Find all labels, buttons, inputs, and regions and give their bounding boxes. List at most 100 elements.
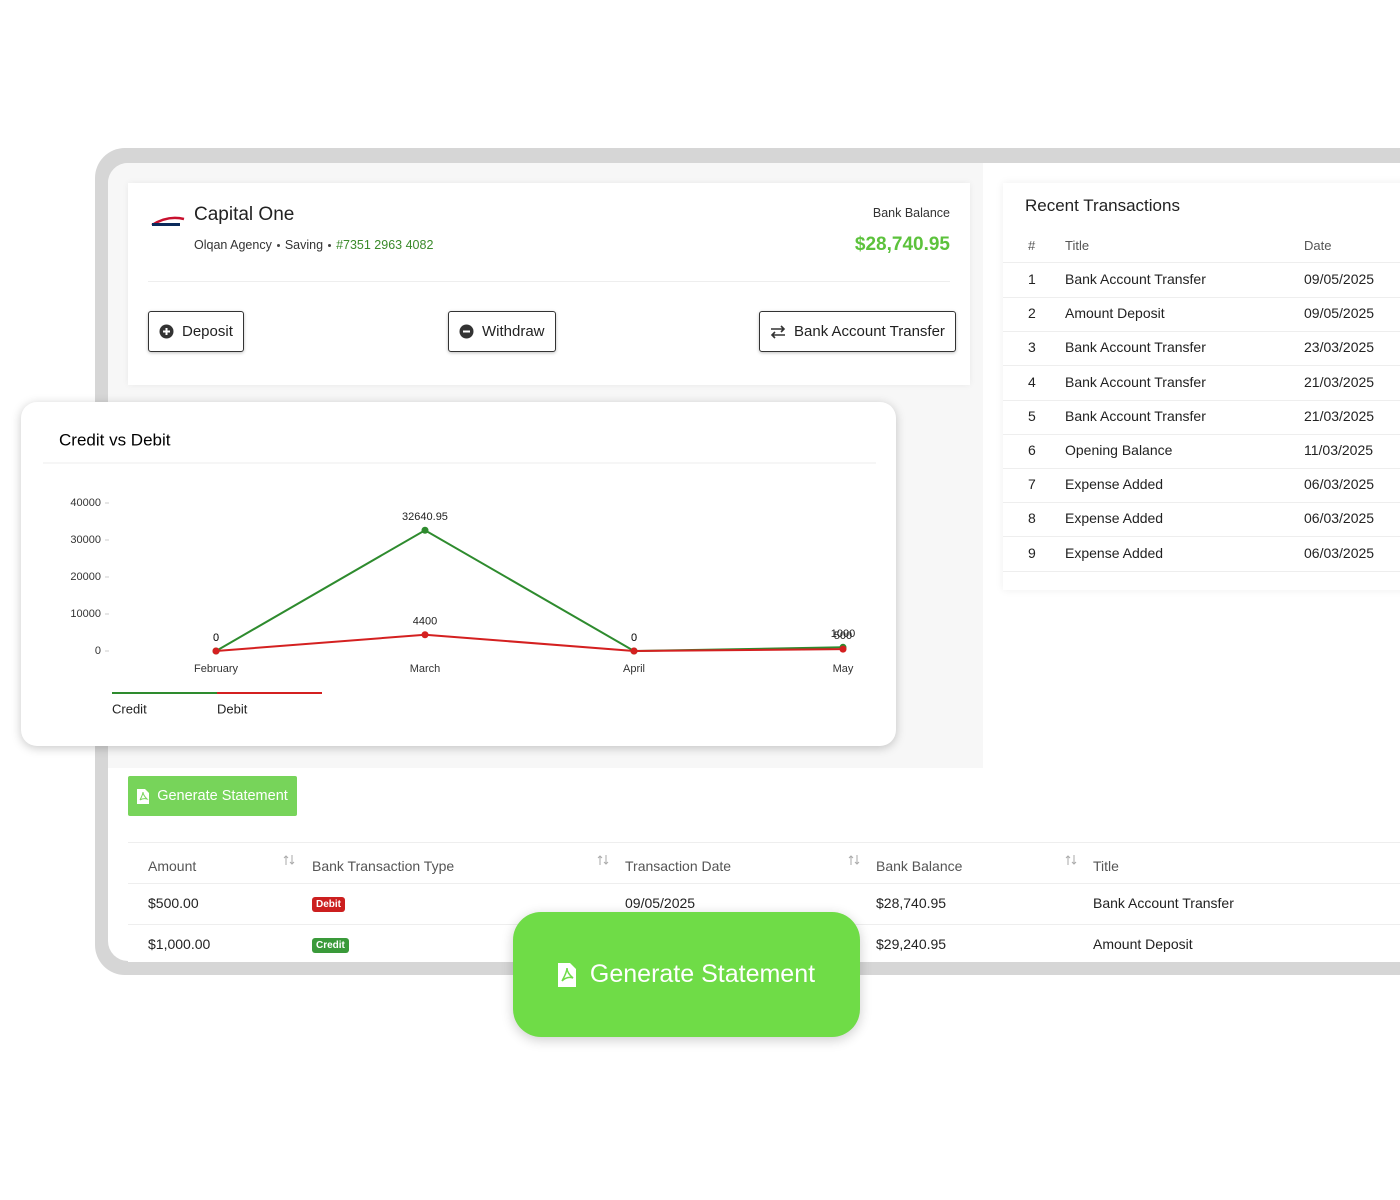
row-divider xyxy=(128,883,1400,884)
y-tick-label: 20000 xyxy=(70,571,101,583)
column-header: Bank Balance xyxy=(876,858,963,874)
y-tick-label: 40000 xyxy=(70,497,101,509)
cell: Bank Account Transfer xyxy=(1093,895,1234,911)
account-meta: Olqan Agency Saving #7351 2963 4082 xyxy=(194,238,433,252)
point xyxy=(839,645,847,653)
cell: 06/03/2025 xyxy=(1304,476,1375,493)
data-label: 1000 xyxy=(831,628,855,640)
cell: 23/03/2025 xyxy=(1304,339,1375,356)
cell: 21/03/2025 xyxy=(1304,407,1375,424)
transfer-icon xyxy=(770,324,786,339)
cell: $29,240.95 xyxy=(876,936,947,952)
sort-icon[interactable] xyxy=(283,854,295,866)
cell: 7 xyxy=(1028,476,1036,493)
cell: 2 xyxy=(1028,305,1036,322)
cell: 3 xyxy=(1028,339,1036,356)
data-label: 0 xyxy=(631,632,637,644)
balance-label: Bank Balance xyxy=(872,206,950,220)
column-header: Title xyxy=(1065,238,1090,253)
data-label: 0 xyxy=(213,632,219,644)
button-label: Bank Account Transfer xyxy=(794,323,945,340)
separator xyxy=(328,244,332,248)
y-tick-label: 30000 xyxy=(70,534,101,546)
minus-icon xyxy=(459,324,474,339)
withdraw-button[interactable]: Withdraw xyxy=(448,311,556,352)
transfer-button[interactable]: Bank Account Transfer xyxy=(759,311,956,352)
cell: Bank Account Transfer xyxy=(1065,373,1206,390)
cell: Expense Added xyxy=(1065,510,1164,527)
account-card: Capital One Olqan Agency Saving #7351 2963… xyxy=(128,183,970,385)
x-tick-label: April xyxy=(623,663,645,675)
cell: Bank Account Transfer xyxy=(1065,407,1206,424)
legend-label: Debit xyxy=(217,701,248,716)
button-label: Generate Statement xyxy=(157,788,288,804)
cell: 06/03/2025 xyxy=(1304,510,1375,527)
sort-icon[interactable] xyxy=(848,854,860,866)
column-header: Transaction Date xyxy=(625,858,732,874)
data-label: 0 xyxy=(213,632,219,644)
y-tick-label: 0 xyxy=(95,645,101,657)
row-divider xyxy=(1003,536,1400,538)
bank-logo xyxy=(151,216,185,227)
cta-button[interactable]: Generate Statement xyxy=(513,912,860,1037)
cell: 09/05/2025 xyxy=(1304,305,1375,322)
row-divider xyxy=(1003,262,1400,263)
data-label: 32640.95 xyxy=(402,511,448,523)
column-header: Amount xyxy=(148,858,197,874)
chart: Credit vs Debit 010000200003000040000Feb… xyxy=(43,430,876,716)
cell: Bank Account Transfer xyxy=(1065,271,1206,287)
cell: 8 xyxy=(1028,510,1036,527)
pdf-icon xyxy=(137,788,150,804)
row-divider xyxy=(1003,399,1400,401)
type-badge: Debit xyxy=(312,897,345,912)
recent-transactions: Recent Transactions # Title Date 1 Bank Acco… xyxy=(1003,183,1400,590)
point xyxy=(630,647,638,655)
row-divider xyxy=(1003,502,1400,504)
sort-icon[interactable] xyxy=(1065,854,1077,866)
series-line xyxy=(215,633,844,653)
cell: 9 xyxy=(1028,544,1036,561)
sort-icon[interactable] xyxy=(597,854,609,866)
generate-statement-button[interactable]: Generate Statement xyxy=(128,776,297,816)
point xyxy=(212,647,220,655)
column-header: Bank Transaction Type xyxy=(312,858,455,874)
cell: 21/03/2025 xyxy=(1304,373,1375,390)
cell: 11/03/2025 xyxy=(1304,442,1374,458)
cta-label: Generate Statement xyxy=(589,960,816,988)
cell: Expense Added xyxy=(1065,476,1164,493)
column-header: Date xyxy=(1304,238,1332,253)
account-name: Capital One xyxy=(194,204,295,225)
y-tick-label: 10000 xyxy=(70,608,101,620)
cell: $28,740.95 xyxy=(876,895,947,911)
data-label: 4400 xyxy=(413,616,437,628)
row-divider xyxy=(1003,365,1400,367)
column-header: Title xyxy=(1093,858,1119,874)
divider xyxy=(148,281,950,282)
cell: $1,000.00 xyxy=(148,936,211,952)
cell: 1 xyxy=(1028,271,1036,287)
cell: $500.00 xyxy=(148,895,199,911)
cell: 4 xyxy=(1028,373,1036,390)
x-tick-label: May xyxy=(833,663,854,675)
button-label: Withdraw xyxy=(482,323,545,340)
point xyxy=(421,526,429,534)
account-number: #7351 2963 4082 xyxy=(336,238,434,252)
pdf-icon xyxy=(557,962,576,987)
cell: 5 xyxy=(1028,407,1036,424)
separator xyxy=(276,244,280,248)
cell: 09/05/2025 xyxy=(625,895,696,911)
deposit-button[interactable]: Deposit xyxy=(148,311,244,352)
cell: Expense Added xyxy=(1065,544,1164,561)
chart-card: Credit vs Debit 0 10000 20000 30000 40000 Feb… xyxy=(21,402,896,746)
balance: $28,740.95 xyxy=(854,234,950,255)
account-type: Saving xyxy=(284,238,324,252)
point xyxy=(421,631,429,639)
cell: Amount Deposit xyxy=(1065,305,1165,322)
legend-label: Credit xyxy=(112,701,147,716)
row-divider xyxy=(1003,433,1400,435)
cell: 09/05/2025 xyxy=(1304,271,1375,287)
type-badge: Credit xyxy=(312,938,349,953)
button-label: Deposit xyxy=(182,323,233,340)
